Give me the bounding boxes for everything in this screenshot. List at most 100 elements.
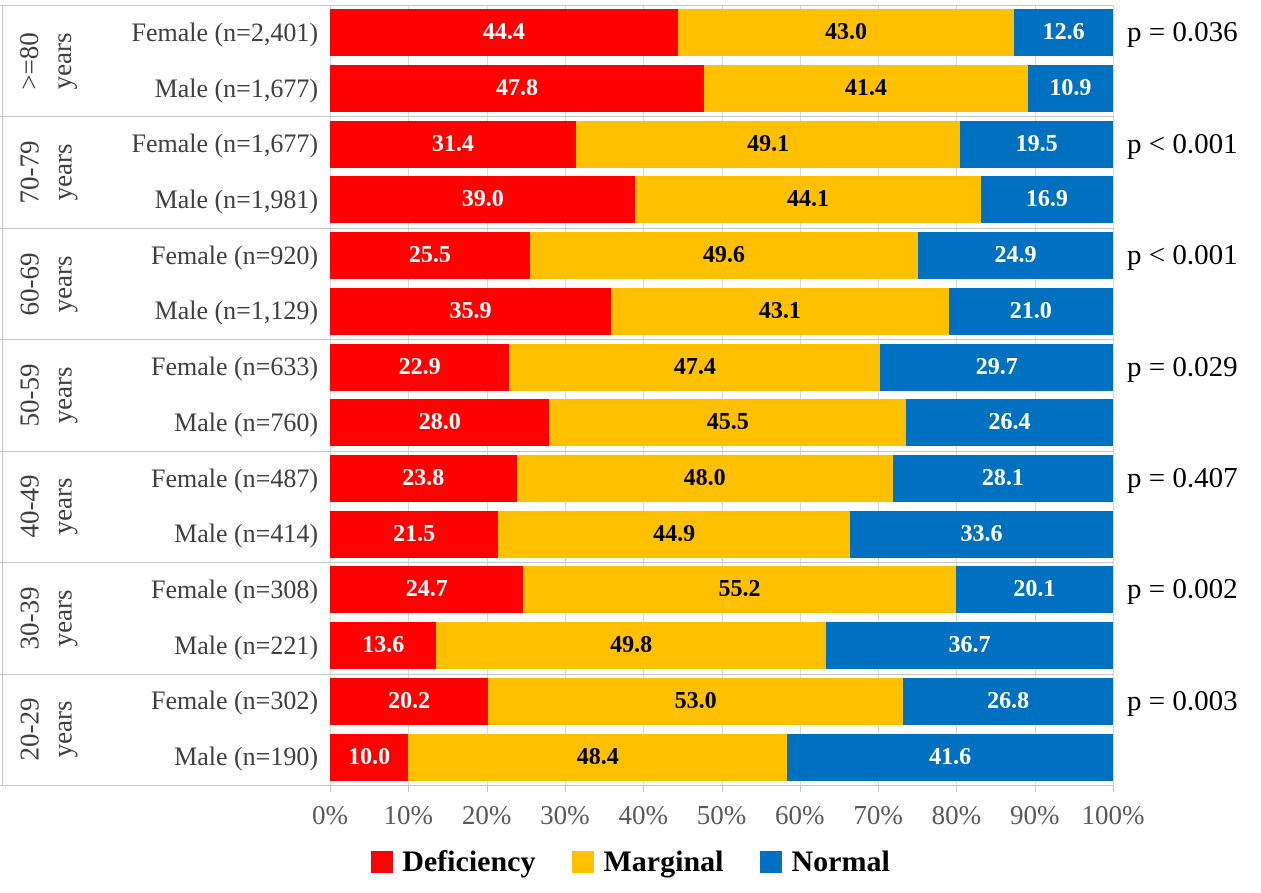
bar-segment-normal: 20.1 [955, 566, 1114, 614]
row-label: Female (n=633) [150, 352, 318, 382]
row-label: Male (n=414) [174, 519, 318, 549]
age-group-label: >=80 years [2, 5, 90, 116]
row-label: Male (n=1,981) [154, 184, 318, 214]
bar-segment-marginal: 55.2 [523, 566, 956, 614]
group-separator-line [0, 673, 1113, 675]
bar-track: 39.0 44.1 16.9 [330, 176, 1113, 224]
x-tick-label: 0% [312, 800, 348, 830]
gridline-vertical [330, 5, 331, 785]
legend-label: Deficiency [402, 845, 536, 878]
row-label: Male (n=760) [174, 407, 318, 437]
row-label: Female (n=487) [150, 463, 318, 493]
bar-segment-deficiency: 13.6 [330, 622, 437, 670]
legend-swatch-marginal [572, 851, 595, 873]
bar-segment-deficiency: 24.7 [330, 566, 524, 614]
gridline-vertical [956, 5, 958, 785]
p-value: p = 0.002 [1127, 573, 1238, 606]
gridline-vertical [1113, 5, 1114, 785]
age-group-block: >=80 years Female (n=2,401) 44.4 43.0 12.6 Ma… [0, 5, 1261, 116]
axis-tick [564, 785, 566, 792]
gridline-vertical [564, 5, 566, 785]
row-label: Female (n=920) [150, 240, 318, 270]
row-label: Male (n=221) [174, 630, 318, 660]
age-group-block: 30-39 years Female (n=308) 24.7 55.2 20.1 Mal… [0, 562, 1261, 673]
bar-segment-normal: 16.9 [980, 176, 1113, 224]
bar-track: 31.4 49.1 19.5 [330, 120, 1113, 168]
bar-segment-marginal: 44.1 [635, 176, 981, 224]
bar-segment-deficiency: 35.9 [330, 287, 612, 335]
bar-segment-marginal: 47.4 [509, 343, 881, 391]
age-group-label-text: 60-69 years [14, 252, 77, 316]
row-label: Female (n=1,677) [131, 129, 318, 159]
age-group-label-text: 20-29 years [14, 697, 77, 761]
x-tick-label: 70% [853, 800, 903, 830]
bar-segment-marginal: 43.1 [611, 287, 949, 335]
x-tick-label: 10% [383, 800, 434, 830]
row-label: Female (n=308) [150, 574, 318, 604]
age-group-label: 70-79 years [2, 116, 90, 227]
bar-track: 23.8 48.0 28.1 [330, 455, 1114, 503]
bar-segment-normal: 10.9 [1027, 65, 1114, 113]
axis-tick [799, 785, 801, 792]
age-group-block: 70-79 years Female (n=1,677) 31.4 49.1 19.5 M… [0, 116, 1261, 227]
bar-segment-deficiency: 10.0 [330, 733, 409, 781]
group-separator-line [0, 562, 1113, 564]
bar-segment-marginal: 41.4 [703, 65, 1028, 113]
bar-segment-marginal: 49.6 [529, 232, 919, 280]
group-separator-line [0, 227, 1113, 229]
bar-track: 28.0 45.5 26.4 [330, 399, 1113, 447]
gridline-vertical [408, 5, 410, 785]
bar-track: 21.5 44.9 33.6 [330, 510, 1113, 558]
x-tick-label: 60% [775, 800, 825, 830]
axis-tick [878, 785, 880, 792]
age-group-label: 30-39 years [2, 562, 90, 673]
bar-segment-deficiency: 21.5 [330, 510, 499, 558]
age-group-label: 60-69 years [2, 228, 90, 339]
legend-item-normal: Normal [760, 845, 890, 879]
bar-track: 22.9 47.4 29.7 [330, 343, 1113, 391]
legend-label: Marginal [603, 845, 724, 878]
row-label: Male (n=190) [174, 742, 318, 772]
left-border-line [2, 5, 3, 785]
bar-segment-deficiency: 31.4 [330, 120, 576, 168]
age-group-label-text: 50-59 years [14, 363, 77, 427]
x-tick-label: 100% [1081, 800, 1145, 830]
p-value: p = 0.407 [1127, 462, 1238, 495]
bar-segment-normal: 29.7 [880, 343, 1113, 391]
bar-segment-deficiency: 23.8 [330, 455, 517, 503]
age-group-label-text: >=80 years [14, 31, 77, 90]
gridline-vertical [799, 5, 801, 785]
row-label: Female (n=302) [150, 686, 318, 716]
bar-segment-deficiency: 22.9 [330, 343, 510, 391]
bar-track: 24.7 55.2 20.1 [330, 566, 1114, 614]
axis-tick [1034, 785, 1036, 792]
legend-item-deficiency: Deficiency [371, 845, 535, 879]
legend-swatch-deficiency [371, 851, 394, 873]
bar-track: 10.0 48.4 41.6 [330, 733, 1113, 781]
bar-segment-marginal: 53.0 [488, 677, 904, 725]
p-value: p < 0.001 [1127, 239, 1238, 272]
gridline-vertical [486, 5, 488, 785]
age-group-label-text: 70-79 years [14, 140, 77, 204]
age-group-block: 60-69 years Female (n=920) 25.5 49.6 24.9 Mal… [0, 228, 1261, 339]
legend-swatch-normal [760, 851, 783, 873]
axis-tick [486, 785, 488, 792]
bar-segment-marginal: 48.0 [516, 455, 893, 503]
bar-segment-marginal: 44.9 [498, 510, 850, 558]
x-tick-label: 90% [1009, 800, 1060, 830]
axis-tick [721, 785, 723, 792]
bar-segment-normal: 21.0 [948, 287, 1113, 335]
gridline-vertical [721, 5, 723, 785]
p-value: p = 0.036 [1127, 16, 1238, 49]
group-separator-line [0, 5, 1113, 6]
p-value: p = 0.003 [1127, 684, 1238, 717]
bar-segment-deficiency: 47.8 [330, 65, 704, 113]
row-label: Male (n=1,129) [154, 296, 318, 326]
group-separator-line [0, 450, 1113, 452]
bar-segment-marginal: 49.1 [575, 120, 961, 168]
age-group-label: 50-59 years [2, 339, 90, 450]
bar-segment-normal: 36.7 [825, 622, 1113, 670]
bar-segment-normal: 12.6 [1014, 9, 1113, 57]
